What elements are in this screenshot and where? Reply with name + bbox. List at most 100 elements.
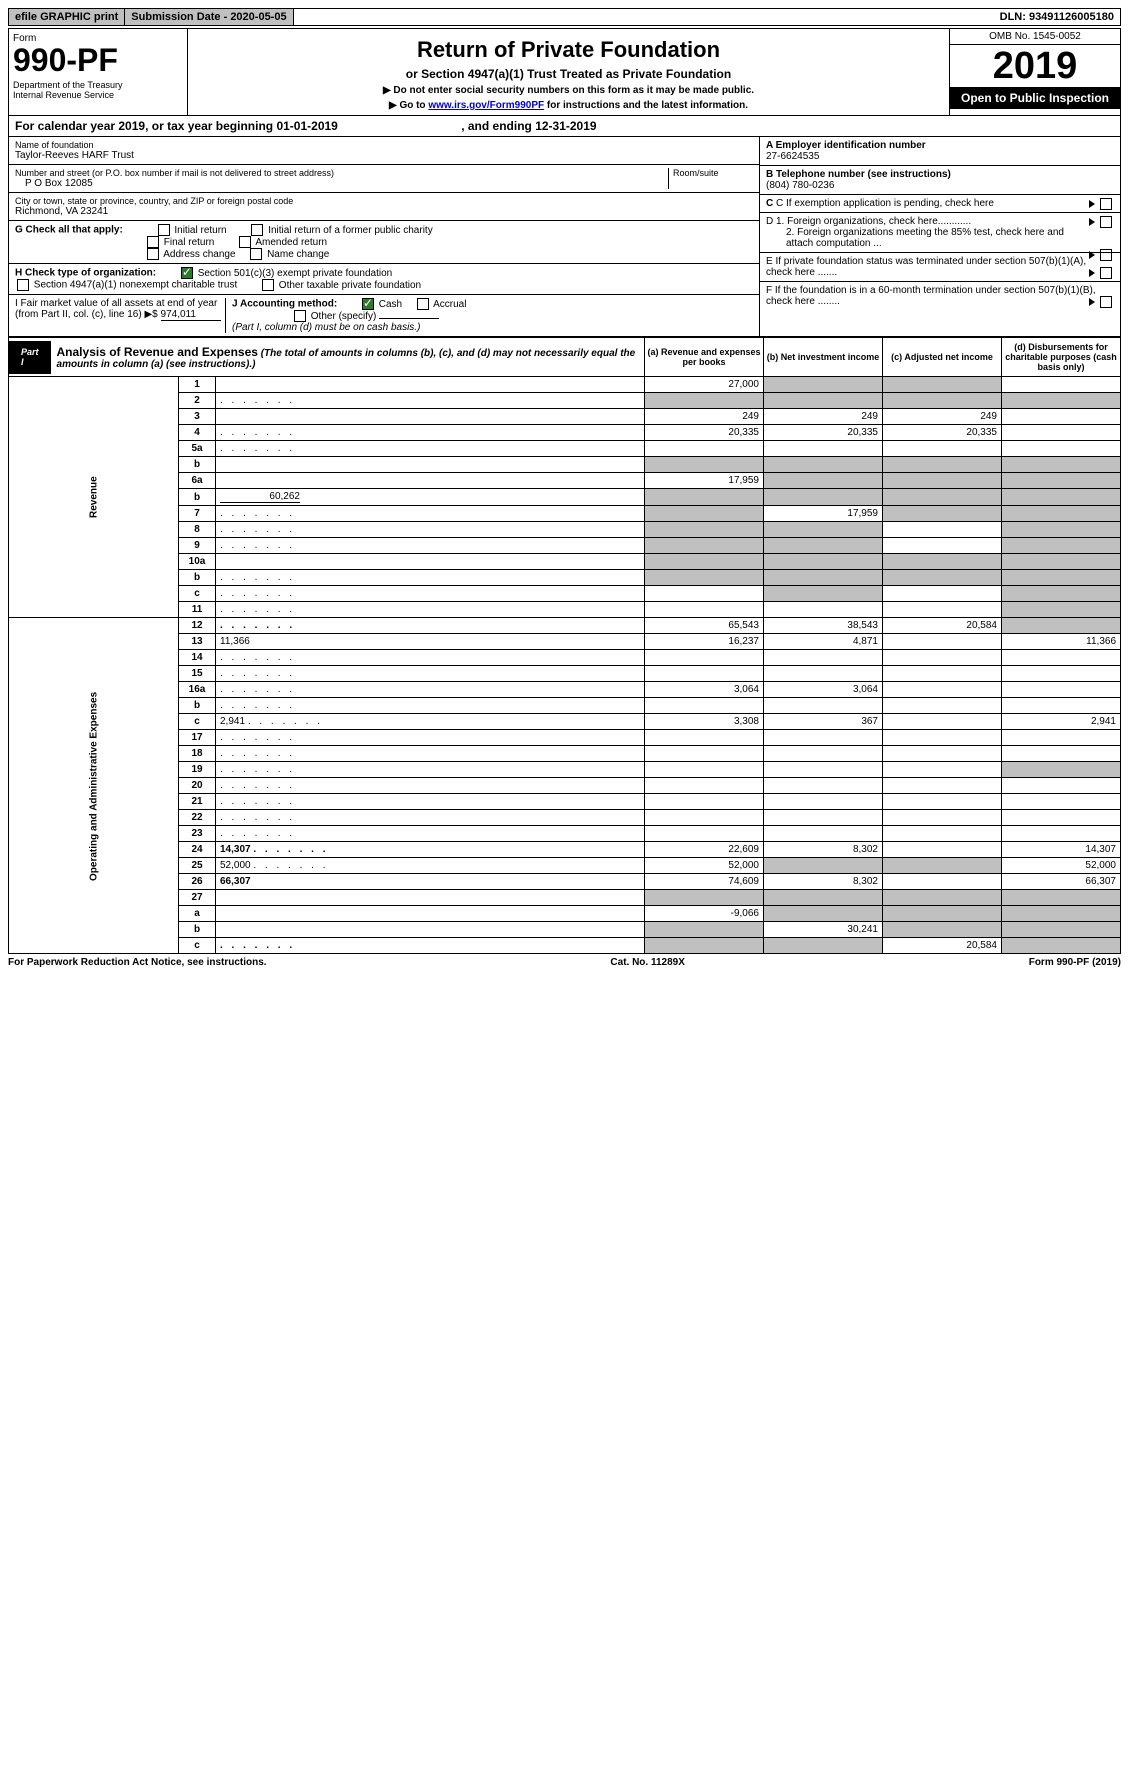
- row-desc: 11,366: [216, 634, 645, 650]
- row-number: 12: [179, 618, 216, 634]
- checkbox-cash[interactable]: [362, 298, 374, 310]
- cell-a: [645, 746, 764, 762]
- checkbox-address[interactable]: [147, 248, 159, 260]
- checkbox-d2[interactable]: [1100, 249, 1112, 261]
- checkbox-former[interactable]: [251, 224, 263, 236]
- cell-d: [1002, 762, 1121, 778]
- cell-d: [1002, 377, 1121, 393]
- row-number: 15: [179, 666, 216, 682]
- cell-d: [1002, 778, 1121, 794]
- cell-d: [1002, 602, 1121, 618]
- cell-d: 66,307: [1002, 874, 1121, 890]
- i-j-cell: I Fair market value of all assets at end…: [9, 295, 759, 336]
- info-section: Name of foundation Taylor-Reeves HARF Tr…: [8, 137, 1121, 337]
- row-desc: . . . . . . .: [216, 810, 645, 826]
- cell-c: [883, 570, 1002, 586]
- cell-a: [645, 650, 764, 666]
- cell-d: [1002, 730, 1121, 746]
- row-desc: . . . . . . .: [216, 618, 645, 634]
- checkbox-other-method[interactable]: [294, 310, 306, 322]
- cell-d: [1002, 698, 1121, 714]
- part1-label: Part I: [9, 341, 51, 374]
- cell-c: 20,335: [883, 425, 1002, 441]
- cell-b: [764, 746, 883, 762]
- row-number: 27: [179, 890, 216, 906]
- cell-a: [645, 794, 764, 810]
- cell-b: 4,871: [764, 634, 883, 650]
- cell-a: 22,609: [645, 842, 764, 858]
- cell-d: [1002, 906, 1121, 922]
- cell-b: [764, 393, 883, 409]
- checkbox-amended[interactable]: [239, 236, 251, 248]
- cell-c: [883, 810, 1002, 826]
- cell-c: [883, 489, 1002, 506]
- cell-d: [1002, 538, 1121, 554]
- cell-b: [764, 554, 883, 570]
- row-desc: [216, 906, 645, 922]
- row-number: 17: [179, 730, 216, 746]
- row-desc: 14,307 . . . . . . .: [216, 842, 645, 858]
- row-number: 23: [179, 826, 216, 842]
- checkbox-other-tax[interactable]: [262, 279, 274, 291]
- cell-b: [764, 441, 883, 457]
- checkbox-initial[interactable]: [158, 224, 170, 236]
- form-subtitle: or Section 4947(a)(1) Trust Treated as P…: [192, 67, 945, 81]
- cell-c: [883, 890, 1002, 906]
- checkbox-501c3[interactable]: [181, 267, 193, 279]
- form-link[interactable]: www.irs.gov/Form990PF: [428, 100, 544, 111]
- cell-a: 3,064: [645, 682, 764, 698]
- row-number: 8: [179, 522, 216, 538]
- checkbox-e[interactable]: [1100, 267, 1112, 279]
- cell-c: 20,584: [883, 618, 1002, 634]
- cell-d: 14,307: [1002, 842, 1121, 858]
- row-desc: . . . . . . .: [216, 602, 645, 618]
- cell-d: [1002, 570, 1121, 586]
- cell-a: [645, 730, 764, 746]
- info-left: Name of foundation Taylor-Reeves HARF Tr…: [9, 137, 759, 336]
- cell-c: [883, 698, 1002, 714]
- cell-a: [645, 810, 764, 826]
- cell-d: 52,000: [1002, 858, 1121, 874]
- row-number: b: [179, 570, 216, 586]
- cell-d: [1002, 826, 1121, 842]
- row-desc: . . . . . . .: [216, 650, 645, 666]
- row-number: 19: [179, 762, 216, 778]
- row-desc: . . . . . . .: [216, 794, 645, 810]
- checkbox-f[interactable]: [1100, 296, 1112, 308]
- cell-d: [1002, 554, 1121, 570]
- row-desc: 2,941 . . . . . . .: [216, 714, 645, 730]
- row-desc: . . . . . . .: [216, 746, 645, 762]
- cell-b: 367: [764, 714, 883, 730]
- row-number: 16a: [179, 682, 216, 698]
- cell-a: [645, 570, 764, 586]
- revenue-label: Revenue: [9, 377, 179, 618]
- row-number: 6a: [179, 473, 216, 489]
- checkbox-c[interactable]: [1100, 198, 1112, 210]
- checkbox-d1[interactable]: [1100, 216, 1112, 228]
- row-desc: . . . . . . .: [216, 682, 645, 698]
- cell-b: [764, 890, 883, 906]
- row-number: 14: [179, 650, 216, 666]
- cell-c: [883, 506, 1002, 522]
- cell-c: [883, 778, 1002, 794]
- cell-a: [645, 506, 764, 522]
- f-cell: F If the foundation is in a 60-month ter…: [760, 282, 1120, 310]
- checkbox-final[interactable]: [147, 236, 159, 248]
- cell-d: [1002, 506, 1121, 522]
- cell-c: [883, 842, 1002, 858]
- row-number: 4: [179, 425, 216, 441]
- row-number: a: [179, 906, 216, 922]
- row-number: b: [179, 698, 216, 714]
- checkbox-4947[interactable]: [17, 279, 29, 291]
- h-check-cell: H Check type of organization: Section 50…: [9, 264, 759, 295]
- cell-b: 8,302: [764, 874, 883, 890]
- checkbox-name[interactable]: [250, 248, 262, 260]
- dln: DLN: 93491126005180: [994, 9, 1120, 25]
- cell-b: 249: [764, 409, 883, 425]
- row-number: c: [179, 938, 216, 954]
- cell-b: [764, 602, 883, 618]
- cell-a: [645, 922, 764, 938]
- col-c-header: (c) Adjusted net income: [883, 338, 1002, 377]
- checkbox-accrual[interactable]: [417, 298, 429, 310]
- cell-d: [1002, 922, 1121, 938]
